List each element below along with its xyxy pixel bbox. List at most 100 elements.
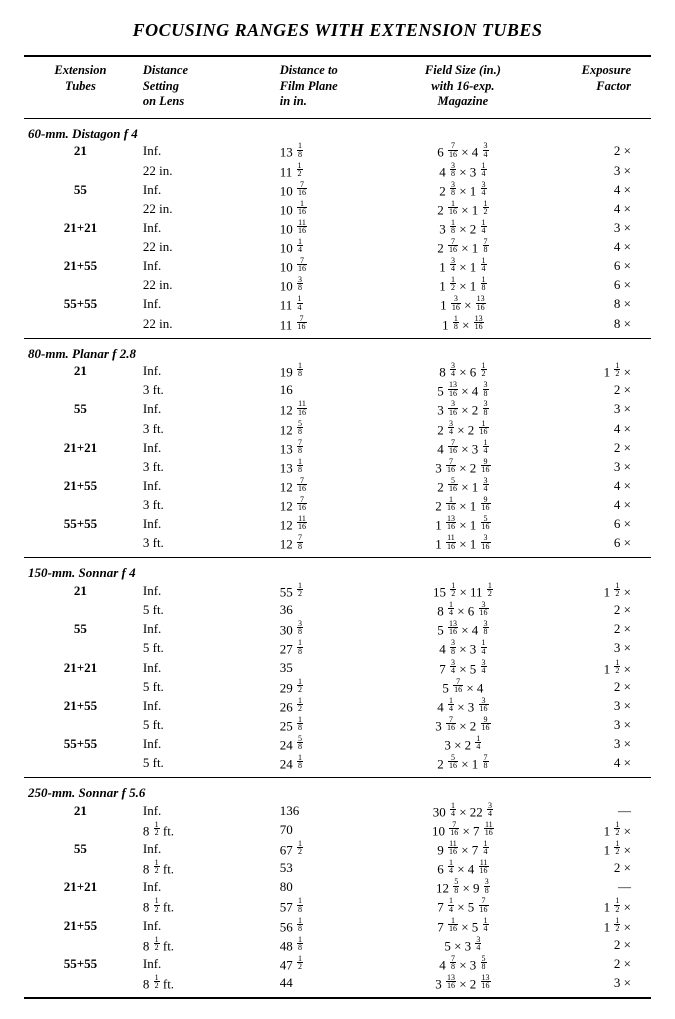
cell-film-plane: 11 14 bbox=[250, 295, 375, 314]
table-row: 5 ft.27 184 38 × 3 143 × bbox=[24, 639, 651, 658]
table-row: 3 ft.13 183 716 × 2 9163 × bbox=[24, 458, 651, 477]
cell-exposure: 2 × bbox=[551, 936, 651, 955]
cell-tube bbox=[24, 974, 137, 993]
cell-field-size: 5 1316 × 4 38 bbox=[375, 620, 551, 639]
table-row: 55Inf.30 385 1316 × 4 382 × bbox=[24, 620, 651, 639]
cell-distance: 5 ft. bbox=[137, 716, 250, 735]
cell-distance: Inf. bbox=[137, 840, 250, 859]
table-row: 22 in.10 381 12 × 1 186 × bbox=[24, 276, 651, 295]
cell-exposure: 6 × bbox=[551, 276, 651, 295]
cell-distance: Inf. bbox=[137, 802, 250, 821]
cell-film-plane: 12 1116 bbox=[250, 400, 375, 419]
cell-distance: 22 in. bbox=[137, 200, 250, 219]
cell-field-size: 3 316 × 2 38 bbox=[375, 400, 551, 419]
cell-field-size: 3 × 2 14 bbox=[375, 735, 551, 754]
table-row: 5 ft.25 183 716 × 2 9163 × bbox=[24, 716, 651, 735]
cell-exposure: 2 × bbox=[551, 601, 651, 620]
table-row: 21+55Inf.10 7161 34 × 1 146 × bbox=[24, 257, 651, 276]
page-title: FOCUSING RANGES WITH EXTENSION TUBES bbox=[24, 20, 651, 41]
table-row: 55+55Inf.12 11161 1316 × 1 5166 × bbox=[24, 515, 651, 534]
cell-tube bbox=[24, 534, 137, 553]
cell-exposure: 1 12 × bbox=[551, 917, 651, 936]
cell-distance: Inf. bbox=[137, 257, 250, 276]
cell-tube: 55 bbox=[24, 400, 137, 419]
cell-field-size: 1 1116 × 1 316 bbox=[375, 534, 551, 553]
cell-film-plane: 35 bbox=[250, 659, 375, 678]
cell-exposure: 3 × bbox=[551, 162, 651, 181]
cell-distance: 22 in. bbox=[137, 315, 250, 334]
cell-field-size: 5 × 3 34 bbox=[375, 936, 551, 955]
cell-tube bbox=[24, 859, 137, 878]
cell-film-plane: 29 12 bbox=[250, 678, 375, 697]
table-row: 21+21Inf.357 34 × 5 341 12 × bbox=[24, 659, 651, 678]
cell-film-plane: 24 58 bbox=[250, 735, 375, 754]
cell-exposure: 4 × bbox=[551, 200, 651, 219]
cell-exposure: 4 × bbox=[551, 420, 651, 439]
table-row: 5 ft.24 182 516 × 1 784 × bbox=[24, 754, 651, 773]
col-exposure-factor: ExposureFactor bbox=[551, 57, 651, 118]
table-row: 55Inf.67 129 1116 × 7 141 12 × bbox=[24, 840, 651, 859]
cell-distance: Inf. bbox=[137, 477, 250, 496]
cell-tube: 21+21 bbox=[24, 659, 137, 678]
col-field-size: Field Size (in.)with 16-exp.Magazine bbox=[375, 57, 551, 118]
cell-film-plane: 10 116 bbox=[250, 200, 375, 219]
cell-field-size: 2 116 × 1 12 bbox=[375, 200, 551, 219]
cell-tube: 21 bbox=[24, 142, 137, 161]
cell-distance: 8 12 ft. bbox=[137, 859, 250, 878]
cell-distance: 8 12 ft. bbox=[137, 897, 250, 916]
cell-exposure: 3 × bbox=[551, 400, 651, 419]
table-row: 5 ft.29 125 716 × 42 × bbox=[24, 678, 651, 697]
cell-tube: 21+21 bbox=[24, 439, 137, 458]
table-row: 21+55Inf.56 187 116 × 5 141 12 × bbox=[24, 917, 651, 936]
cell-tube: 55 bbox=[24, 840, 137, 859]
rule-bottom bbox=[24, 997, 651, 999]
cell-tube bbox=[24, 162, 137, 181]
cell-exposure: 1 12 × bbox=[551, 821, 651, 840]
table-row: 8 12 ft.48 185 × 3 342 × bbox=[24, 936, 651, 955]
cell-field-size: 1 1316 × 1 516 bbox=[375, 515, 551, 534]
cell-field-size: 4 78 × 3 58 bbox=[375, 955, 551, 974]
table-row: 21Inf.55 1215 12 × 11 121 12 × bbox=[24, 582, 651, 601]
table-row: 8 12 ft.443 1316 × 2 13163 × bbox=[24, 974, 651, 993]
section-heading: 60-mm. Distagon f 4 bbox=[24, 119, 651, 143]
cell-distance: Inf. bbox=[137, 219, 250, 238]
cell-film-plane: 13 18 bbox=[250, 458, 375, 477]
cell-tube bbox=[24, 315, 137, 334]
table-row: 3 ft.12 7162 116 × 1 9164 × bbox=[24, 496, 651, 515]
cell-exposure: 8 × bbox=[551, 295, 651, 314]
cell-tube: 21+55 bbox=[24, 697, 137, 716]
cell-tube bbox=[24, 458, 137, 477]
cell-distance: Inf. bbox=[137, 439, 250, 458]
cell-tube bbox=[24, 639, 137, 658]
cell-film-plane: 12 78 bbox=[250, 534, 375, 553]
cell-field-size: 3 1316 × 2 1316 bbox=[375, 974, 551, 993]
cell-distance: 22 in. bbox=[137, 238, 250, 257]
cell-exposure: 6 × bbox=[551, 257, 651, 276]
cell-distance: Inf. bbox=[137, 181, 250, 200]
cell-tube: 55+55 bbox=[24, 735, 137, 754]
cell-tube: 21 bbox=[24, 362, 137, 381]
cell-tube bbox=[24, 754, 137, 773]
table-row: 22 in.10 142 716 × 1 784 × bbox=[24, 238, 651, 257]
cell-exposure: 2 × bbox=[551, 859, 651, 878]
cell-exposure: 2 × bbox=[551, 678, 651, 697]
cell-tube bbox=[24, 420, 137, 439]
cell-film-plane: 30 38 bbox=[250, 620, 375, 639]
cell-exposure: 4 × bbox=[551, 477, 651, 496]
table-row: 55+55Inf.24 583 × 2 143 × bbox=[24, 735, 651, 754]
cell-field-size: 3 716 × 2 916 bbox=[375, 458, 551, 477]
table-row: 21+21Inf.10 11163 18 × 2 143 × bbox=[24, 219, 651, 238]
cell-tube: 55 bbox=[24, 620, 137, 639]
cell-exposure: 1 12 × bbox=[551, 659, 651, 678]
cell-exposure: 2 × bbox=[551, 142, 651, 161]
cell-distance: 3 ft. bbox=[137, 534, 250, 553]
cell-field-size: 1 316 × 1316 bbox=[375, 295, 551, 314]
cell-exposure: 2 × bbox=[551, 439, 651, 458]
cell-film-plane: 10 38 bbox=[250, 276, 375, 295]
cell-film-plane: 10 716 bbox=[250, 257, 375, 276]
section-heading: 150-mm. Sonnar f 4 bbox=[24, 558, 651, 582]
col-film-plane: Distance toFilm Planein in. bbox=[250, 57, 375, 118]
cell-field-size: 10 716 × 7 1116 bbox=[375, 821, 551, 840]
cell-exposure: — bbox=[551, 802, 651, 821]
cell-film-plane: 13 18 bbox=[250, 142, 375, 161]
